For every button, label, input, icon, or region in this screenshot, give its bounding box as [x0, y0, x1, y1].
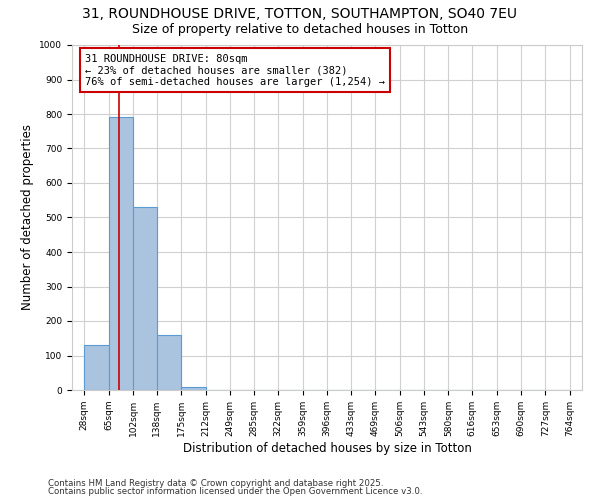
Text: Contains HM Land Registry data © Crown copyright and database right 2025.: Contains HM Land Registry data © Crown c… — [48, 478, 383, 488]
Text: 31 ROUNDHOUSE DRIVE: 80sqm
← 23% of detached houses are smaller (382)
76% of sem: 31 ROUNDHOUSE DRIVE: 80sqm ← 23% of deta… — [85, 54, 385, 87]
X-axis label: Distribution of detached houses by size in Totton: Distribution of detached houses by size … — [182, 442, 472, 454]
Bar — [109, 118, 133, 390]
Bar — [84, 345, 109, 390]
Bar — [133, 207, 157, 390]
Bar — [157, 335, 181, 390]
Text: Size of property relative to detached houses in Totton: Size of property relative to detached ho… — [132, 22, 468, 36]
Text: 31, ROUNDHOUSE DRIVE, TOTTON, SOUTHAMPTON, SO40 7EU: 31, ROUNDHOUSE DRIVE, TOTTON, SOUTHAMPTO… — [83, 8, 517, 22]
Bar — [181, 386, 206, 390]
Text: Contains public sector information licensed under the Open Government Licence v3: Contains public sector information licen… — [48, 487, 422, 496]
Y-axis label: Number of detached properties: Number of detached properties — [21, 124, 34, 310]
